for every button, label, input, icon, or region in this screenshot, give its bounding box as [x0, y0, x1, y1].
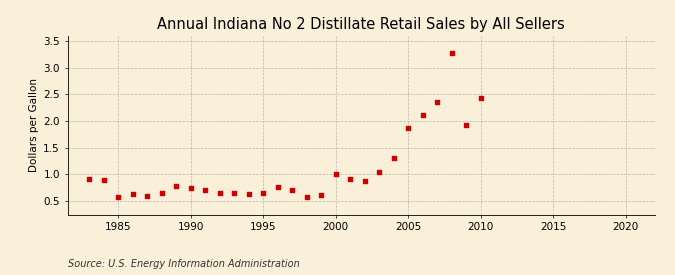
Point — [417, 112, 428, 117]
Point — [200, 188, 211, 193]
Point — [84, 177, 95, 181]
Point — [359, 179, 370, 183]
Point — [215, 191, 225, 195]
Point — [345, 177, 356, 181]
Point — [287, 188, 298, 193]
Point — [128, 192, 138, 196]
Point — [388, 156, 399, 161]
Point — [272, 185, 283, 189]
Point — [157, 191, 167, 195]
Point — [330, 172, 341, 177]
Point — [316, 192, 327, 197]
Point — [461, 123, 472, 127]
Point — [99, 178, 109, 182]
Point — [432, 100, 443, 105]
Point — [258, 191, 269, 195]
Y-axis label: Dollars per Gallon: Dollars per Gallon — [29, 78, 39, 172]
Point — [475, 95, 486, 100]
Point — [244, 192, 254, 196]
Point — [229, 191, 240, 195]
Point — [374, 170, 385, 174]
Point — [171, 184, 182, 188]
Point — [186, 186, 196, 191]
Point — [113, 195, 124, 200]
Point — [142, 194, 153, 198]
Point — [446, 51, 457, 56]
Point — [301, 195, 312, 200]
Point — [403, 126, 414, 130]
Text: Source: U.S. Energy Information Administration: Source: U.S. Energy Information Administ… — [68, 259, 299, 269]
Title: Annual Indiana No 2 Distillate Retail Sales by All Sellers: Annual Indiana No 2 Distillate Retail Sa… — [157, 17, 565, 32]
